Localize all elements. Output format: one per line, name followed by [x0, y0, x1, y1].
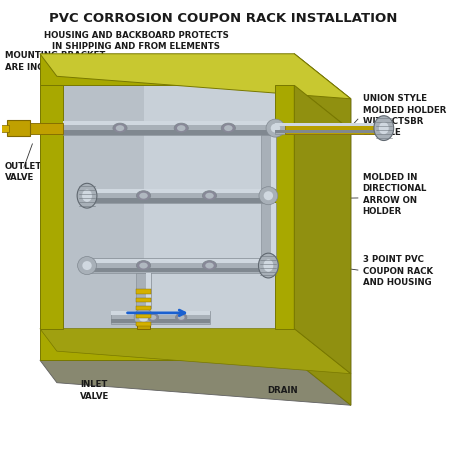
Polygon shape: [275, 124, 379, 134]
Polygon shape: [40, 86, 64, 329]
Circle shape: [271, 124, 280, 133]
Polygon shape: [87, 268, 268, 273]
Polygon shape: [40, 55, 294, 86]
Polygon shape: [110, 311, 210, 324]
Polygon shape: [275, 130, 379, 134]
Polygon shape: [1, 125, 9, 133]
Polygon shape: [40, 329, 351, 374]
Text: 3 POINT PVC
COUPON RACK
AND HOUSING: 3 POINT PVC COUPON RACK AND HOUSING: [363, 255, 433, 286]
Circle shape: [78, 187, 96, 205]
Polygon shape: [271, 203, 275, 259]
Ellipse shape: [82, 190, 92, 202]
Text: OUTLET
VALVE: OUTLET VALVE: [5, 161, 42, 182]
Polygon shape: [261, 203, 276, 259]
Ellipse shape: [205, 193, 214, 199]
Text: PVC CORROSION COUPON RACK INSTALLATION: PVC CORROSION COUPON RACK INSTALLATION: [49, 12, 398, 25]
Polygon shape: [40, 55, 351, 100]
Polygon shape: [40, 329, 294, 360]
Ellipse shape: [224, 126, 233, 132]
Ellipse shape: [202, 261, 217, 271]
Polygon shape: [7, 121, 30, 137]
Polygon shape: [12, 124, 64, 134]
Ellipse shape: [205, 263, 214, 269]
Polygon shape: [64, 86, 144, 329]
Polygon shape: [146, 273, 151, 308]
Ellipse shape: [147, 313, 159, 322]
Ellipse shape: [150, 315, 156, 320]
Polygon shape: [137, 322, 151, 327]
Text: UNION STYLE
MOLDED HOLDER
WITH CTSBR
SAMPLE: UNION STYLE MOLDED HOLDER WITH CTSBR SAM…: [363, 94, 446, 137]
Text: MOUNTING BRACKET
ARE INCLUDED: MOUNTING BRACKET ARE INCLUDED: [5, 51, 105, 71]
Ellipse shape: [264, 260, 273, 272]
Polygon shape: [40, 360, 351, 405]
Ellipse shape: [77, 184, 97, 209]
Polygon shape: [137, 306, 151, 310]
Polygon shape: [110, 312, 210, 315]
Ellipse shape: [258, 253, 278, 278]
Text: MOLDED IN
DIRECTIONAL
ARROW ON
HOLDER: MOLDED IN DIRECTIONAL ARROW ON HOLDER: [363, 173, 427, 215]
Polygon shape: [87, 189, 268, 193]
Circle shape: [259, 187, 278, 205]
Ellipse shape: [174, 124, 188, 134]
Ellipse shape: [139, 263, 148, 269]
Polygon shape: [294, 55, 351, 131]
Polygon shape: [137, 290, 151, 295]
Polygon shape: [275, 86, 294, 329]
Ellipse shape: [272, 125, 279, 133]
Polygon shape: [137, 298, 151, 302]
Circle shape: [82, 262, 92, 271]
Polygon shape: [261, 136, 276, 189]
Circle shape: [78, 257, 96, 275]
Ellipse shape: [379, 123, 389, 135]
Ellipse shape: [137, 261, 151, 271]
Ellipse shape: [178, 315, 185, 320]
Polygon shape: [110, 320, 210, 324]
Circle shape: [264, 262, 273, 271]
Polygon shape: [87, 259, 268, 263]
Polygon shape: [59, 77, 290, 342]
Polygon shape: [137, 314, 151, 318]
Polygon shape: [137, 322, 150, 329]
Polygon shape: [285, 124, 379, 134]
Ellipse shape: [270, 122, 281, 136]
Polygon shape: [87, 198, 268, 203]
Circle shape: [266, 120, 285, 138]
Ellipse shape: [116, 126, 124, 132]
Polygon shape: [294, 329, 351, 405]
Ellipse shape: [374, 116, 394, 141]
Polygon shape: [271, 136, 275, 189]
Ellipse shape: [139, 193, 148, 199]
Polygon shape: [294, 86, 351, 374]
Text: HOUSING AND BACKBOARD PROTECTS
IN SHIPPING AND FROM ELEMENTS: HOUSING AND BACKBOARD PROTECTS IN SHIPPI…: [44, 31, 229, 51]
Ellipse shape: [221, 124, 236, 134]
Polygon shape: [87, 189, 268, 203]
Polygon shape: [275, 124, 379, 127]
Polygon shape: [136, 273, 151, 308]
Text: DRAIN: DRAIN: [267, 385, 298, 394]
Ellipse shape: [137, 191, 151, 201]
Ellipse shape: [177, 126, 185, 132]
Circle shape: [264, 192, 273, 201]
Ellipse shape: [202, 191, 217, 201]
Polygon shape: [87, 259, 268, 273]
Polygon shape: [294, 55, 351, 405]
Circle shape: [134, 308, 153, 327]
Polygon shape: [64, 86, 275, 329]
Circle shape: [82, 192, 92, 201]
Polygon shape: [64, 131, 275, 136]
Ellipse shape: [113, 124, 127, 134]
Ellipse shape: [175, 313, 187, 322]
Polygon shape: [64, 122, 275, 136]
Circle shape: [139, 313, 148, 322]
Text: INLET
VALVE: INLET VALVE: [80, 380, 109, 400]
Polygon shape: [64, 122, 275, 126]
Circle shape: [259, 257, 278, 275]
